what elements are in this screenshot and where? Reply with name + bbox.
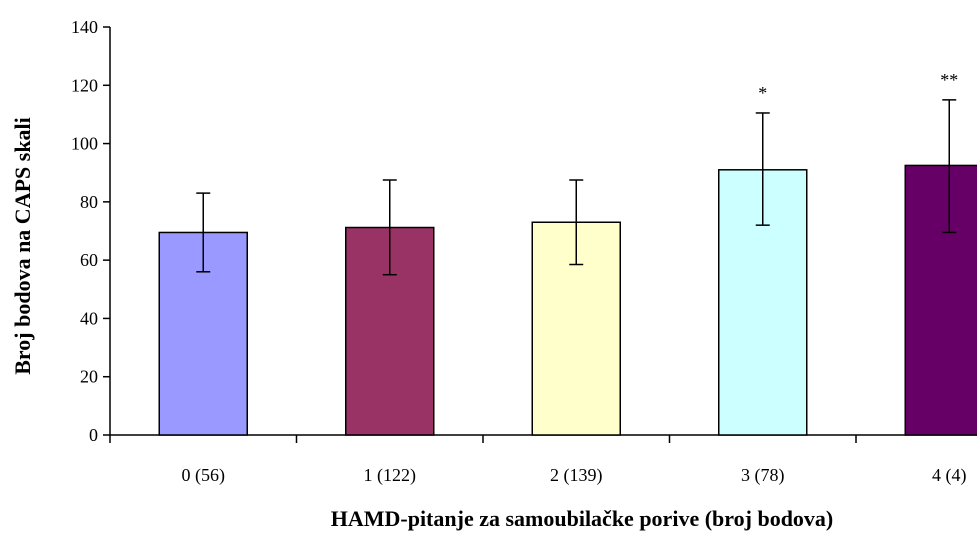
x-tick-label-0: 0 (56) — [182, 465, 226, 486]
x-tick-label-4: 4 (4) — [932, 465, 967, 486]
y-tick-label: 80 — [80, 192, 98, 212]
x-axis-title: HAMD-pitanje za samoubilačke porive (bro… — [331, 506, 834, 531]
y-tick-label: 60 — [80, 250, 98, 270]
bar-4 — [904, 164, 977, 436]
x-tick-label-3: 3 (78) — [741, 465, 785, 486]
y-tick-label: 0 — [89, 425, 98, 445]
y-axis-title: Broj bodova na CAPS skali — [10, 117, 35, 375]
significance-label-4: ** — [940, 70, 958, 90]
plot-area: 0 20 40 60 80 100 120 140 0 (56) 1 (122) 2 (139) 3 … — [71, 17, 977, 486]
y-tick-label: 120 — [71, 75, 98, 95]
x-tick-label-2: 2 (139) — [550, 465, 603, 486]
significance-label-3: * — [758, 83, 767, 103]
y-tick-label: 140 — [71, 17, 98, 37]
y-tick-label: 100 — [71, 134, 98, 154]
y-tick-label: 40 — [80, 308, 98, 328]
y-tick-label: 20 — [80, 367, 98, 387]
x-tick-label-1: 1 (122) — [364, 465, 417, 486]
